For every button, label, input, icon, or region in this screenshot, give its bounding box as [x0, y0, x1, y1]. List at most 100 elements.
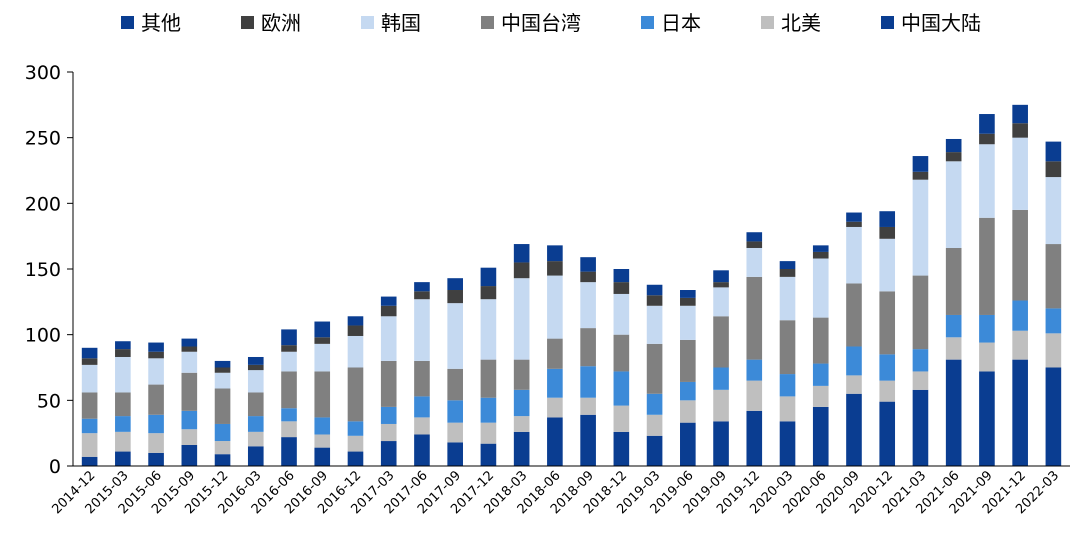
bar-segment-2015-03-中国大陆 — [115, 451, 131, 466]
bar-segment-2020-03-中国大陆 — [779, 421, 796, 466]
bar-stack-2016-03 — [247, 356, 264, 466]
bar-segment-2017-09-其他 — [447, 278, 463, 291]
bar-stack-2017-06 — [414, 282, 430, 466]
bar-stack-2018-03 — [513, 244, 530, 466]
bar-segment-2021-09-北美 — [979, 342, 995, 372]
bar-segment-2022-03-日本 — [1045, 308, 1062, 334]
bar-segment-2016-03-韩国 — [247, 370, 264, 393]
bar-stack-2020-06 — [812, 245, 829, 466]
bar-segment-2019-09-韩国 — [713, 287, 729, 317]
bar-segment-2021-12-韩国 — [1012, 137, 1028, 210]
bar-segment-2018-09-中国台湾 — [580, 328, 596, 367]
bar-segment-2015-03-韩国 — [115, 356, 131, 393]
bar-segment-2019-03-日本 — [646, 393, 663, 415]
bar-segment-2020-12-中国台湾 — [879, 291, 896, 355]
bar-segment-2014-12-日本 — [81, 418, 98, 434]
bar-segment-2018-12-其他 — [613, 269, 630, 283]
bar-segment-2017-06-北美 — [414, 417, 430, 435]
legend-label: 其他 — [141, 11, 181, 35]
bar-segment-2020-06-日本 — [812, 363, 829, 386]
bar-segment-2016-12-欧洲 — [347, 325, 364, 336]
bar-segment-2015-09-北美 — [181, 429, 198, 445]
bar-stack-2015-09 — [181, 338, 198, 466]
legend-label: 中国台湾 — [501, 11, 581, 35]
bar-segment-2021-06-韩国 — [945, 161, 962, 248]
bar-stack-2021-12 — [1012, 104, 1028, 466]
bar-segment-2019-09-欧洲 — [713, 282, 729, 288]
bar-segment-2020-09-其他 — [846, 212, 862, 222]
bar-segment-2020-06-北美 — [812, 385, 829, 407]
bar-segment-2021-12-中国大陆 — [1012, 359, 1028, 466]
bar-segment-2014-12-欧洲 — [81, 358, 98, 365]
bar-segment-2018-03-其他 — [513, 244, 530, 263]
legend-item-其他: 其他 — [121, 11, 181, 35]
bar-segment-2021-09-其他 — [979, 114, 995, 134]
bar-segment-2020-09-欧洲 — [846, 221, 862, 227]
bar-stack-2021-03 — [912, 156, 929, 466]
bar-segment-2017-06-其他 — [414, 282, 430, 292]
legend-swatch — [121, 16, 134, 29]
legend-label: 韩国 — [381, 11, 421, 35]
bars — [81, 104, 1062, 466]
bar-segment-2021-12-北美 — [1012, 330, 1028, 360]
bar-segment-2016-03-中国台湾 — [247, 392, 264, 417]
bar-segment-2017-03-北美 — [380, 423, 397, 442]
bar-segment-2019-12-韩国 — [746, 247, 763, 277]
bar-segment-2018-12-中国大陆 — [613, 431, 630, 466]
bar-segment-2021-09-韩国 — [979, 144, 995, 218]
bar-segment-2020-12-北美 — [879, 380, 896, 402]
bar-segment-2015-03-其他 — [115, 341, 131, 350]
bar-segment-2016-12-韩国 — [347, 335, 364, 368]
bar-segment-2015-12-韩国 — [214, 372, 231, 389]
y-tick-label: 250 — [25, 128, 61, 150]
bar-segment-2020-12-欧洲 — [879, 226, 896, 239]
bar-segment-2016-12-日本 — [347, 421, 364, 436]
bar-segment-2022-03-北美 — [1045, 333, 1062, 368]
bar-segment-2021-03-韩国 — [912, 179, 929, 276]
bar-segment-2020-03-中国台湾 — [779, 320, 796, 375]
legend-item-日本: 日本 — [641, 11, 701, 35]
bar-segment-2019-09-其他 — [713, 270, 729, 283]
bar-segment-2018-06-中国大陆 — [547, 417, 563, 466]
bar-stack-2017-12 — [480, 267, 497, 466]
y-tick-label: 150 — [25, 259, 61, 281]
bar-stack-2018-12 — [613, 269, 630, 466]
bar-segment-2021-03-日本 — [912, 349, 929, 372]
bar-segment-2018-09-日本 — [580, 366, 596, 398]
y-tick-label: 50 — [37, 390, 61, 412]
legend-swatch — [481, 16, 494, 29]
bar-segment-2016-03-其他 — [247, 356, 264, 365]
bar-segment-2021-06-北美 — [945, 337, 962, 360]
bar-segment-2020-03-北美 — [779, 396, 796, 422]
bar-segment-2018-12-北美 — [613, 405, 630, 432]
bar-segment-2018-09-其他 — [580, 257, 596, 272]
bar-segment-2015-06-北美 — [148, 433, 164, 453]
bar-segment-2015-06-欧洲 — [148, 351, 164, 359]
bar-segment-2016-12-中国大陆 — [347, 451, 364, 466]
bar-segment-2015-12-欧洲 — [214, 367, 231, 373]
legend-swatch — [881, 16, 894, 29]
bar-segment-2021-06-中国台湾 — [945, 247, 962, 315]
bar-segment-2017-06-欧洲 — [414, 291, 430, 300]
bar-segment-2019-12-中国大陆 — [746, 410, 763, 466]
bar-segment-2015-03-欧洲 — [115, 349, 131, 357]
bar-segment-2018-03-北美 — [513, 416, 530, 432]
bar-segment-2021-09-日本 — [979, 314, 995, 343]
bar-stack-2016-12 — [347, 316, 364, 466]
bar-segment-2016-06-日本 — [281, 408, 297, 422]
bar-segment-2014-12-中国台湾 — [81, 392, 98, 419]
bar-segment-2015-03-北美 — [115, 431, 131, 452]
bar-segment-2021-03-中国台湾 — [912, 275, 929, 350]
bar-segment-2017-12-北美 — [480, 422, 497, 444]
bar-segment-2018-06-日本 — [547, 368, 563, 398]
bar-segment-2020-06-韩国 — [812, 258, 829, 318]
bar-segment-2016-06-欧洲 — [281, 345, 297, 352]
bar-segment-2019-03-中国大陆 — [646, 435, 663, 466]
bar-segment-2016-12-北美 — [347, 435, 364, 452]
bar-segment-2015-09-中国台湾 — [181, 372, 198, 411]
legend-label: 中国大陆 — [901, 11, 981, 35]
bar-segment-2020-06-其他 — [812, 245, 829, 252]
bar-segment-2017-09-北美 — [447, 422, 463, 443]
bar-segment-2018-03-日本 — [513, 389, 530, 417]
bar-segment-2017-09-韩国 — [447, 303, 463, 369]
